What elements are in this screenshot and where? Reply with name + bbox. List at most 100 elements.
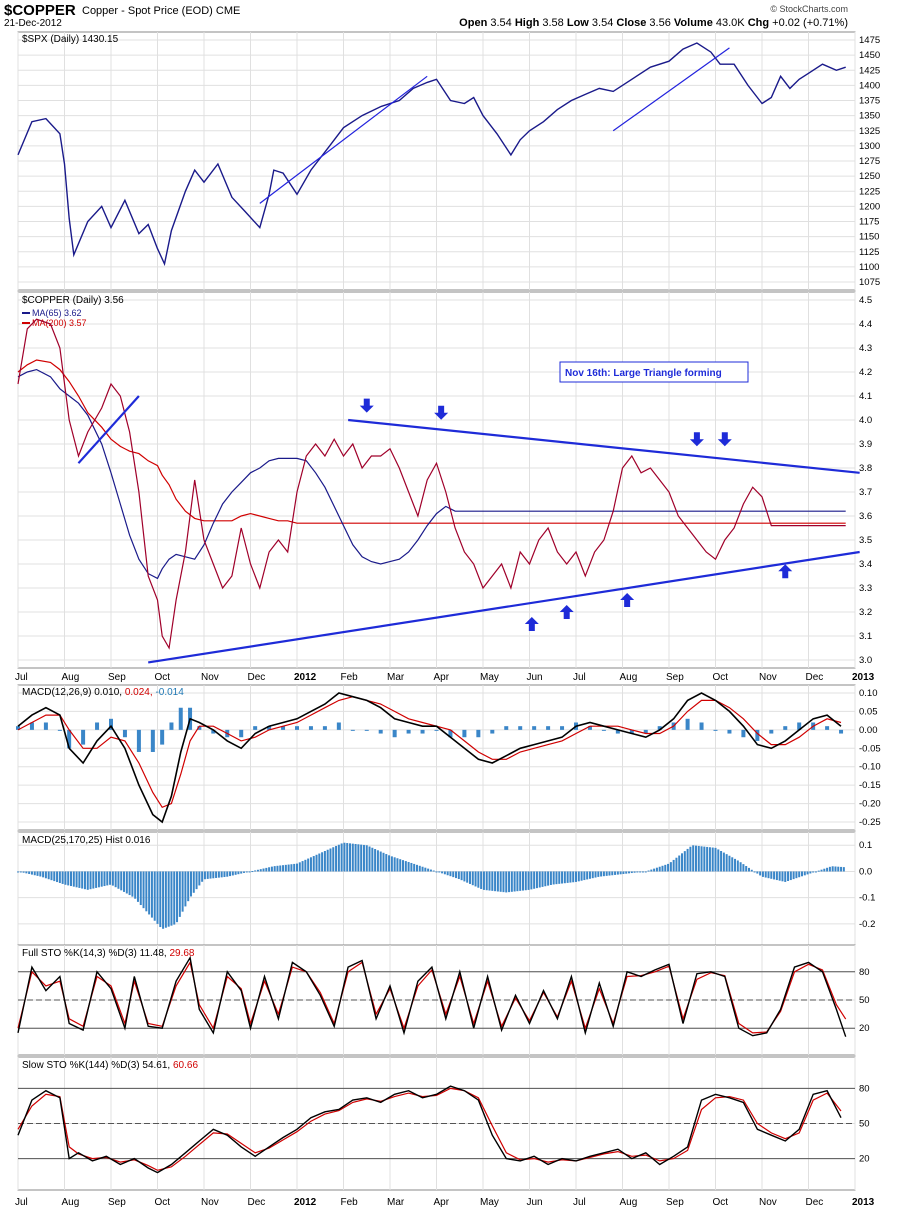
- x-axis-label: Feb: [341, 672, 359, 683]
- macd1-y-tick-label: 0.05: [859, 706, 878, 717]
- macd1-hist-bar: [308, 726, 313, 730]
- macd2-y-tick-label: -0.1: [859, 893, 875, 904]
- spx-y-tick-label: 1375: [859, 96, 880, 107]
- macd2-hist-bar: [36, 871, 39, 876]
- macd2-hist-bar: [541, 871, 544, 887]
- macd2-hist-bar: [351, 843, 354, 872]
- open-label: Open: [459, 17, 488, 29]
- macd2-hist-bar: [343, 842, 346, 872]
- macd1-hist-bar: [783, 726, 788, 730]
- spx-y-tick-label: 1175: [859, 217, 879, 228]
- macd2-hist-bar: [270, 866, 273, 872]
- fullsto-y-tick-label: 50: [859, 995, 870, 1006]
- macd1-hist-bar: [406, 729, 411, 734]
- macd2-y-tick-label: 0.0: [859, 866, 872, 877]
- macd2-hist-bar: [524, 871, 527, 891]
- copper-y-tick-label: 3.4: [859, 559, 872, 570]
- copper-title: $COPPER (Daily) 3.56: [22, 295, 124, 306]
- macd2-hist-bar: [533, 871, 536, 889]
- macd2-hist-bar: [212, 871, 215, 879]
- macd2-hist-bar: [672, 859, 675, 872]
- macd2-hist-bar: [566, 871, 569, 883]
- macd2-hist-bar: [446, 871, 449, 876]
- macd2-hist-bar: [840, 866, 843, 872]
- macd2-hist-bar: [563, 871, 566, 884]
- macd2-hist-bar: [580, 871, 583, 881]
- macd2-hist-bar: [605, 871, 608, 876]
- macd2-hist-bar: [234, 871, 237, 875]
- macd2-hist-bar: [195, 871, 198, 890]
- macd2-hist-bar: [583, 871, 586, 881]
- ohlc-readout: Open 3.54 High 3.58 Low 3.54 Close 3.56 …: [459, 17, 848, 29]
- fullsto-title: Full STO %K(14,3) %D(3) 11.48, 29.68: [22, 948, 195, 959]
- macd2-hist-bar: [488, 871, 491, 891]
- macd2-hist-bar: [337, 844, 340, 872]
- macd2-hist-bar: [784, 871, 787, 882]
- macd2-hist-bar: [184, 871, 187, 907]
- macd2-hist-bar: [747, 867, 750, 872]
- macd2-hist-bar: [47, 871, 50, 880]
- copper-price-line: [17, 318, 846, 650]
- macd1-hist-bar: [253, 726, 258, 730]
- macd2-hist-bar: [435, 871, 438, 873]
- macd2-hist-bar: [189, 871, 192, 897]
- macd2-hist-bar: [443, 871, 446, 875]
- macd2-hist-bar: [516, 871, 519, 892]
- macd2-hist-bar: [547, 871, 550, 886]
- macd2-hist-bar: [42, 871, 45, 878]
- chart-header: $COPPER Copper - Spot Price (EOD) CME 21…: [0, 0, 900, 32]
- macd2-hist-bar: [67, 871, 70, 886]
- macd1-hist-bar: [448, 729, 453, 738]
- macd1-hist-bar: [95, 722, 100, 730]
- chg-label: Chg: [747, 17, 770, 29]
- macd2-hist-bar: [508, 871, 511, 893]
- macd2-hist-bar: [237, 871, 240, 875]
- x-axis-label: Sep: [666, 672, 684, 683]
- macd1-hist-bar: [239, 729, 244, 738]
- macd2-hist-bar: [125, 871, 128, 894]
- macd2-hist-bar: [549, 871, 552, 885]
- x-axis-label: Mar: [387, 672, 405, 683]
- macd2-hist-bar: [81, 871, 84, 889]
- spx-y-tick-label: 1425: [859, 65, 880, 76]
- macd2-hist-bar: [842, 867, 845, 872]
- macd2-hist-bar: [388, 855, 391, 872]
- macd2-hist-bar: [689, 846, 692, 872]
- macd2-hist-bar: [494, 871, 497, 892]
- macd2-hist-bar: [229, 871, 232, 877]
- spx-y-tick-label: 1075: [859, 277, 880, 288]
- copper-trendline: [77, 395, 140, 464]
- macd2-hist-bar: [134, 871, 137, 899]
- copper-y-tick-label: 3.6: [859, 511, 872, 522]
- macd1-y-tick-label: -0.10: [859, 762, 881, 773]
- macd2-hist-bar: [276, 865, 279, 872]
- macd2-hist-bar: [544, 871, 547, 887]
- fullsto-y-tick-label: 20: [859, 1023, 870, 1034]
- spx-y-tick-label: 1100: [859, 262, 879, 273]
- down-arrow-icon: [359, 398, 374, 413]
- spx-price-line: [17, 42, 846, 267]
- macd1-hist-bar: [81, 729, 86, 745]
- macd2-hist-bar: [706, 846, 709, 872]
- description-text: Copper - Spot Price (EOD): [82, 5, 213, 17]
- macd2-hist-bar: [717, 849, 720, 872]
- macd2-hist-bar: [759, 871, 762, 876]
- x-axis-label: May: [480, 1197, 499, 1207]
- macd1-hist-bar: [295, 726, 299, 730]
- x-axis-label: Oct: [713, 672, 729, 683]
- macd2-hist-bar: [728, 855, 731, 872]
- macd2-hist-bar: [697, 845, 700, 872]
- copper-y-tick-label: 3.2: [859, 607, 872, 618]
- macd2-hist-bar: [273, 866, 276, 872]
- spx-y-tick-label: 1475: [859, 35, 880, 46]
- macd2-hist-bar: [368, 846, 371, 872]
- macd2-hist-bar: [315, 854, 318, 872]
- macd2-hist-bar: [658, 866, 661, 872]
- macd2-hist-bar: [477, 871, 480, 888]
- macd2-hist-bar: [418, 865, 421, 872]
- x-axis-label: Aug: [62, 672, 80, 683]
- macd1-hist-bar: [462, 729, 467, 738]
- macd2-hist-bar: [750, 869, 753, 872]
- macd2-title: MACD(25,170,25) Hist 0.016: [22, 835, 151, 846]
